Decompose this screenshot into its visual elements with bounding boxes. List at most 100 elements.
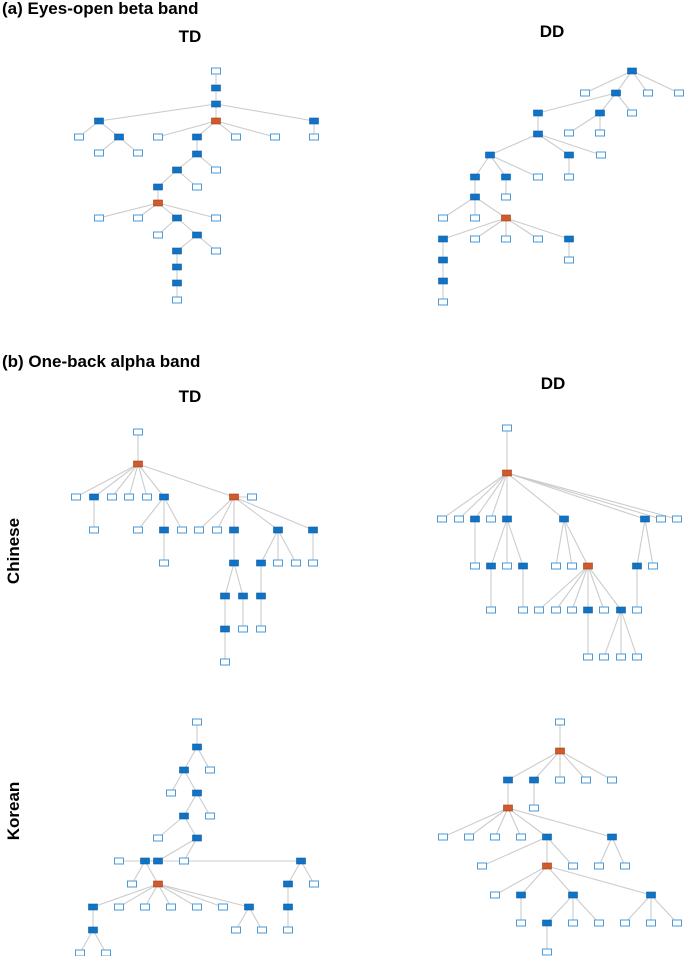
tree-edge bbox=[490, 472, 508, 520]
internal-node bbox=[256, 592, 266, 600]
internal-node bbox=[438, 256, 448, 264]
leaf-node bbox=[71, 493, 81, 501]
tree-edge bbox=[507, 750, 561, 781]
leaf-node bbox=[256, 625, 266, 633]
internal-node bbox=[220, 625, 230, 633]
leaf-node bbox=[551, 606, 561, 614]
leaf-node bbox=[454, 515, 464, 523]
tree-edge bbox=[537, 133, 570, 156]
leaf-node bbox=[291, 559, 301, 567]
leaf-node bbox=[594, 919, 604, 927]
internal-node bbox=[179, 812, 189, 820]
tree-edge bbox=[546, 865, 652, 896]
internal-node bbox=[238, 592, 248, 600]
leaf-node bbox=[648, 562, 658, 570]
tree-edge bbox=[235, 906, 250, 931]
leaf-node bbox=[142, 493, 152, 501]
tree-edge bbox=[233, 496, 279, 531]
internal-node bbox=[583, 606, 593, 614]
leaf-node bbox=[674, 89, 684, 97]
tree-edge bbox=[537, 92, 617, 114]
tree-edge bbox=[92, 883, 159, 908]
tree-edge bbox=[599, 92, 617, 114]
tree-edge bbox=[571, 565, 589, 611]
internal-node bbox=[153, 857, 163, 865]
internal-node bbox=[485, 151, 495, 159]
tree-edge bbox=[137, 496, 165, 531]
internal-node bbox=[192, 150, 202, 158]
leaf-node bbox=[231, 133, 241, 141]
leaf-node bbox=[205, 812, 215, 820]
leaf-node bbox=[438, 298, 448, 306]
tree-edge bbox=[474, 217, 507, 240]
leaf-node bbox=[74, 133, 84, 141]
leaf-node bbox=[177, 526, 187, 534]
tree-edge bbox=[198, 496, 235, 531]
tree-edge bbox=[559, 750, 613, 781]
tree-edge bbox=[507, 807, 522, 838]
tree-edge bbox=[490, 518, 508, 567]
leaf-node bbox=[516, 833, 526, 841]
leaf-node bbox=[564, 129, 574, 137]
tree-edge bbox=[474, 154, 491, 178]
tree-edge bbox=[131, 860, 146, 885]
tree-edge bbox=[183, 746, 198, 771]
tree-edge bbox=[546, 894, 574, 924]
tree-edge bbox=[506, 472, 565, 520]
tree-edge bbox=[157, 883, 172, 908]
leaf-node bbox=[153, 133, 163, 141]
tree-edge bbox=[157, 883, 224, 908]
leaf-node bbox=[564, 256, 574, 264]
internal-node bbox=[308, 526, 318, 534]
tree-chinese-td bbox=[71, 428, 318, 666]
tree-edge bbox=[489, 133, 539, 156]
internal-node bbox=[172, 279, 182, 287]
tree-edge bbox=[624, 894, 652, 924]
leaf-node bbox=[627, 109, 637, 117]
leaf-node bbox=[464, 833, 474, 841]
leaf-node bbox=[438, 833, 448, 841]
internal-node bbox=[501, 173, 511, 181]
tree-edge bbox=[92, 929, 107, 954]
tree-edge bbox=[93, 463, 139, 498]
hub-node bbox=[501, 214, 511, 222]
tree-edge bbox=[620, 609, 638, 658]
leaf-node bbox=[437, 515, 447, 523]
hub-node bbox=[583, 562, 593, 570]
internal-node bbox=[627, 67, 637, 75]
internal-node bbox=[470, 193, 480, 201]
hub-node bbox=[542, 862, 552, 870]
tree-edge bbox=[555, 518, 565, 567]
tree-edge bbox=[183, 769, 198, 794]
tree-edge bbox=[494, 865, 548, 896]
tree-edge bbox=[196, 792, 211, 817]
col-title-td-a: TD bbox=[179, 27, 202, 46]
internal-node bbox=[564, 235, 574, 243]
tree-edge bbox=[442, 217, 507, 240]
tree-edge bbox=[287, 860, 302, 885]
tree-edge bbox=[157, 120, 217, 138]
tree-edge bbox=[603, 609, 622, 658]
internal-node bbox=[470, 173, 480, 181]
leaf-node bbox=[568, 919, 578, 927]
row-label-chinese: Chinese bbox=[4, 518, 23, 584]
tree-edge bbox=[458, 472, 508, 520]
internal-node bbox=[211, 84, 221, 92]
leaf-node bbox=[501, 235, 511, 243]
internal-node bbox=[192, 743, 202, 751]
leaf-node bbox=[502, 424, 512, 432]
leaf-node bbox=[166, 903, 176, 911]
tree-edge bbox=[650, 894, 678, 924]
internal-node bbox=[229, 526, 239, 534]
leaf-node bbox=[308, 559, 318, 567]
internal-node bbox=[518, 562, 528, 570]
leaf-node bbox=[133, 428, 143, 436]
tree-edge bbox=[233, 496, 314, 531]
tree-edge bbox=[489, 154, 539, 178]
internal-node bbox=[283, 903, 293, 911]
leaf-node bbox=[231, 926, 241, 934]
tree-korean-dd bbox=[438, 718, 682, 956]
tree-edge bbox=[507, 807, 548, 838]
leaf-node bbox=[124, 493, 134, 501]
tree-edge bbox=[441, 472, 508, 520]
